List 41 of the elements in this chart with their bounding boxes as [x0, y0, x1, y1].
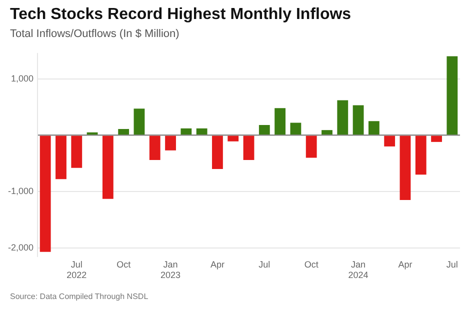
bar	[446, 56, 458, 135]
bar	[71, 136, 82, 168]
x-tick-label: Jul 2022	[66, 259, 87, 280]
x-tick-label: Jul	[446, 259, 458, 270]
y-tick-label: 1,000	[10, 73, 34, 84]
x-tick-label: Jan 2023	[160, 259, 181, 280]
bar	[274, 108, 286, 135]
bar	[102, 136, 114, 199]
x-tick-label: Oct	[304, 259, 319, 270]
bar	[212, 136, 223, 169]
bar	[322, 130, 332, 135]
bar	[118, 128, 130, 135]
bar	[258, 125, 270, 135]
bar	[431, 136, 442, 142]
chart-subtitle: Total Inflows/Outflows (In $ Million)	[10, 28, 180, 40]
x-tick-label: Jan 2024	[348, 259, 368, 280]
bar	[149, 136, 160, 160]
bar	[56, 136, 66, 180]
bar	[290, 122, 302, 135]
bar	[352, 105, 364, 135]
bar	[228, 136, 239, 142]
x-tick-label: Apr	[210, 259, 224, 270]
bar	[415, 136, 426, 175]
x-tick-label: Jul	[258, 259, 270, 270]
chart-title: Tech Stocks Record Highest Monthly Inflows	[10, 6, 352, 24]
bar	[306, 136, 317, 158]
bar	[243, 136, 254, 160]
x-tick-label: Apr	[398, 259, 412, 270]
y-tick-label: -1,000	[8, 186, 34, 196]
bar	[400, 136, 411, 200]
bar	[180, 128, 192, 135]
x-tick-label: Oct	[116, 259, 132, 270]
bar	[134, 108, 145, 135]
y-tick-label: -2,000	[8, 242, 34, 252]
source-note: Source: Data Compiled Through NSDL	[10, 292, 148, 301]
bar	[368, 121, 380, 135]
bar	[384, 136, 396, 146]
bar	[40, 136, 51, 252]
bar	[196, 128, 208, 135]
bar	[337, 100, 348, 135]
bar	[165, 136, 176, 150]
